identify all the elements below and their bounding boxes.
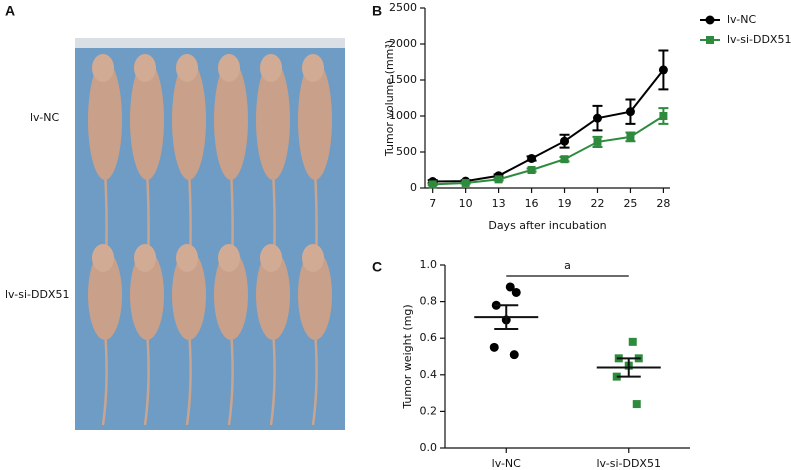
mouse-body: [130, 250, 164, 340]
mouse-head: [176, 54, 198, 82]
panel-label: C: [372, 259, 382, 275]
mouse-head: [260, 244, 282, 272]
point: [625, 107, 635, 117]
y-tick-label: 0.6: [420, 331, 438, 344]
mouse-head: [134, 244, 156, 272]
mouse-tail: [101, 329, 108, 426]
y-tick-label: 2500: [389, 1, 417, 14]
y-axis-label: Tumor weight (mg): [401, 304, 414, 409]
point: [428, 180, 437, 189]
x-tick-label: 10: [459, 197, 473, 210]
y-tick-label: 0.8: [420, 295, 438, 308]
y-tick-label: 2000: [389, 37, 417, 50]
point: [494, 175, 503, 184]
y-axis-label: Tumor volume (mm³): [383, 40, 396, 157]
mouse-tail: [143, 329, 150, 426]
legend-label: lv-NC: [727, 13, 756, 26]
series-line: [432, 69, 665, 183]
legend-marker: [705, 15, 715, 25]
mouse-body: [298, 250, 332, 340]
mouse-body: [172, 60, 206, 180]
y-tick-label: 500: [396, 145, 417, 158]
y-tick-label: 0.4: [420, 368, 438, 381]
mouse-head: [92, 54, 114, 82]
y-tick-label: 0: [410, 181, 417, 194]
point: [461, 178, 470, 187]
sem-bar: [616, 357, 641, 378]
point: [505, 282, 515, 292]
x-tick-label: 16: [525, 197, 539, 210]
mouse-body: [88, 60, 122, 180]
point: [628, 337, 637, 346]
mouse-head: [218, 54, 240, 82]
ruler: [75, 38, 345, 48]
legend-marker: [706, 36, 714, 44]
x-tick-label: 19: [558, 197, 572, 210]
sem-bar: [494, 304, 519, 331]
x-tick-label: 7: [429, 197, 436, 210]
mouse-tail: [185, 329, 192, 426]
mouse-head: [260, 54, 282, 82]
point: [632, 400, 641, 409]
mouse-body: [172, 250, 206, 340]
y-tick-label: 1000: [389, 109, 417, 122]
x-tick-label: 28: [656, 197, 670, 210]
row-label: lv-si-DDX51: [5, 288, 69, 301]
point: [527, 153, 537, 163]
y-tick-label: 1.0: [420, 258, 438, 271]
significance-label: a: [564, 259, 571, 272]
mouse-tail: [311, 329, 318, 426]
point: [511, 287, 521, 297]
series-line: [432, 115, 664, 186]
point: [659, 112, 668, 120]
mouse-body: [298, 60, 332, 180]
x-tick-label: lv-si-DDX51: [597, 457, 661, 470]
mouse-head: [218, 244, 240, 272]
point: [593, 137, 602, 146]
row-label: lv-NC: [30, 111, 59, 124]
x-tick-label: 22: [590, 197, 604, 210]
mouse-body: [88, 250, 122, 340]
point: [489, 342, 499, 352]
mouse-head: [176, 244, 198, 272]
point: [560, 136, 570, 146]
mouse-body: [256, 60, 290, 180]
mouse-head: [302, 244, 324, 272]
y-tick-label: 0.2: [420, 404, 438, 417]
mice: [88, 54, 332, 426]
legend-label: lv-si-DDX51: [727, 33, 791, 46]
point: [527, 166, 536, 174]
point: [509, 350, 519, 360]
point: [626, 132, 635, 141]
x-tick-label: lv-NC: [492, 457, 521, 470]
y-tick-label: 0.0: [420, 441, 438, 454]
x-tick-label: 25: [623, 197, 637, 210]
panel-label: A: [5, 3, 15, 19]
mouse-head: [134, 54, 156, 82]
point: [560, 155, 569, 164]
panel-label: B: [372, 3, 382, 19]
point: [592, 113, 602, 123]
x-axis-label: Days after incubation: [488, 219, 606, 232]
mouse-tail: [227, 329, 234, 426]
point: [658, 65, 668, 75]
mouse-body: [214, 250, 248, 340]
mouse-tail: [269, 329, 276, 426]
y-tick-label: 1500: [389, 73, 417, 86]
mouse-head: [302, 54, 324, 82]
x-tick-label: 13: [492, 197, 506, 210]
mouse-body: [256, 250, 290, 340]
mouse-body: [130, 60, 164, 180]
mouse-body: [214, 60, 248, 180]
mouse-head: [92, 244, 114, 272]
